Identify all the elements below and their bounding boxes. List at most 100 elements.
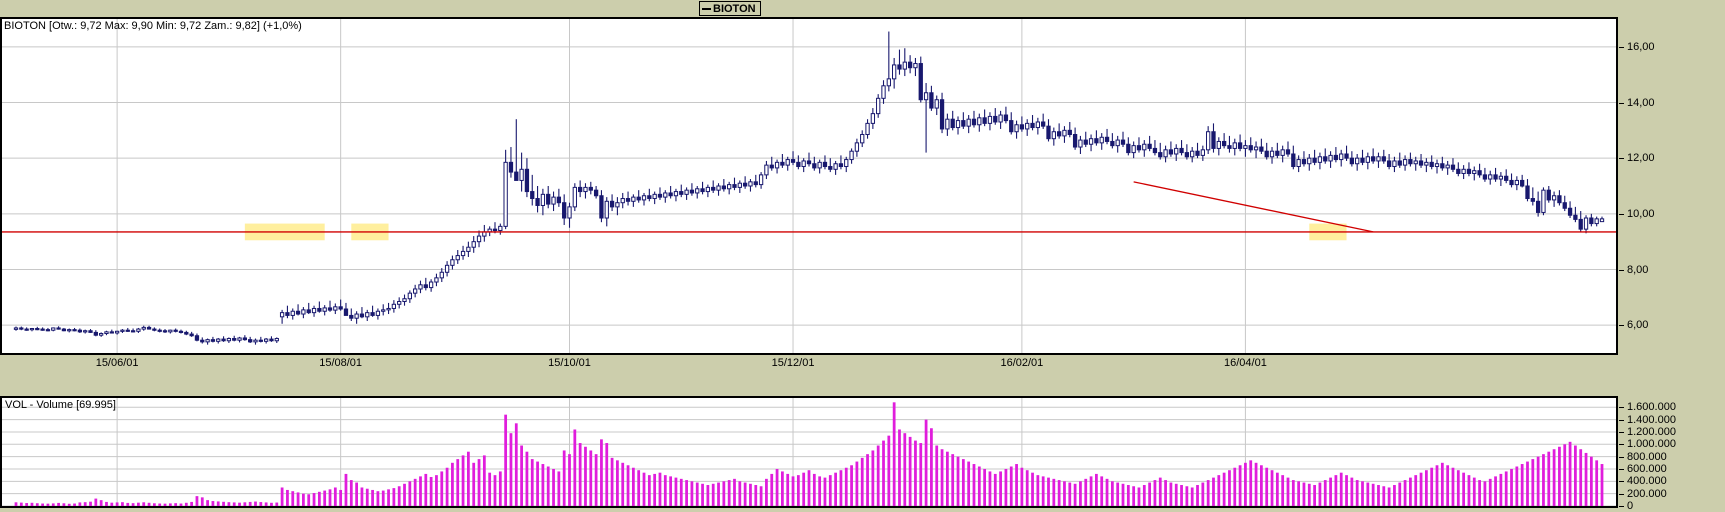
candle-body — [1392, 160, 1397, 168]
volume-bar — [1297, 481, 1301, 506]
volume-bar — [1499, 473, 1503, 506]
candle-body — [418, 284, 423, 290]
volume-bar — [781, 471, 784, 506]
volume-bar — [1142, 485, 1146, 506]
price-info-line: BIOTON [Otw.: 9,72 Max: 9,90 Min: 9,72 Z… — [4, 20, 302, 32]
candle-body — [279, 312, 285, 318]
price-y-tick: 10,00 — [1618, 208, 1655, 220]
candle-body — [929, 92, 934, 109]
volume-bar — [190, 501, 194, 506]
candle-body — [1285, 149, 1291, 155]
candle-body — [1211, 131, 1216, 149]
candle-body — [1317, 156, 1323, 163]
candle-body — [67, 329, 72, 332]
candle-body — [1147, 143, 1152, 149]
volume-bar — [1121, 483, 1125, 506]
candle-body — [157, 329, 162, 332]
volume-bar — [1190, 487, 1194, 506]
volume-bar — [887, 435, 891, 506]
volume-bar — [493, 475, 497, 506]
volume-bar — [174, 503, 178, 506]
volume-bar — [1015, 464, 1018, 506]
volume-bar — [1345, 475, 1348, 506]
symbol-tab[interactable]: BIOTON — [699, 1, 761, 16]
candle-body — [476, 235, 482, 243]
volume-bar — [317, 491, 321, 506]
volume-bar — [445, 467, 449, 506]
volume-chart-panel[interactable]: VOL - Volume [69.995] — [0, 396, 1618, 508]
candle-body — [647, 195, 652, 200]
volume-bar — [142, 502, 146, 506]
candle-body — [146, 326, 152, 330]
volume-bar — [1036, 475, 1040, 506]
volume-bar — [653, 473, 657, 506]
candle-body — [1078, 139, 1083, 148]
volume-bar — [1579, 449, 1583, 506]
candle-body — [397, 301, 402, 305]
candle-body — [29, 328, 35, 331]
volume-bar — [1057, 480, 1061, 506]
volume-bar — [786, 473, 790, 506]
volume-bar — [743, 482, 747, 506]
volume-bar — [451, 462, 454, 506]
candle-body — [1589, 217, 1594, 225]
volume-bar — [168, 503, 172, 506]
price-chart-canvas[interactable] — [2, 19, 1616, 353]
volume-bar — [754, 485, 758, 506]
candle-body — [1259, 146, 1264, 152]
candle-body — [556, 196, 562, 204]
candle-body — [764, 164, 769, 176]
candle-body — [588, 186, 593, 191]
candle-body — [604, 200, 609, 219]
volume-bar — [163, 503, 167, 506]
volume-chart-canvas[interactable] — [2, 398, 1616, 506]
volume-bar — [227, 502, 231, 506]
candle-body — [1115, 139, 1120, 147]
x-axis: 15/06/01 15/08/01 15/10/01 15/12/01 16/02/01… — [0, 355, 1725, 396]
candle-body — [892, 64, 897, 80]
candle-body — [120, 329, 125, 332]
candle-body — [1200, 149, 1205, 156]
volume-bar — [1158, 477, 1162, 506]
volume-bar — [1089, 476, 1093, 506]
candle-body — [1397, 160, 1402, 166]
candle-body — [226, 338, 232, 342]
candle-body — [535, 198, 540, 206]
volume-bar — [216, 501, 220, 506]
volume-bar — [440, 471, 444, 506]
volume-bar — [983, 468, 987, 506]
candle-body — [375, 310, 381, 316]
volume-bar — [349, 480, 353, 506]
volume-bar — [302, 493, 305, 506]
volume-y-axis: 1.600.000 1.400.000 1.200.000 1.000.000 800.… — [1618, 396, 1725, 512]
candle-body — [897, 64, 902, 70]
volume-bar — [392, 488, 396, 506]
candle-body — [130, 330, 136, 333]
volume-bar — [1515, 466, 1519, 506]
volume-bar — [195, 496, 199, 506]
candle-body — [1227, 145, 1232, 149]
volume-bar — [1334, 475, 1338, 506]
volume-bar — [1440, 462, 1444, 506]
x-axis-tick: 15/08/01 — [319, 357, 363, 369]
price-chart-panel[interactable]: BIOTON [Otw.: 9,72 Max: 9,90 Min: 9,72 Z… — [0, 17, 1618, 355]
x-axis-tick: 15/12/01 — [771, 357, 815, 369]
candle-body — [546, 193, 551, 205]
candle-body — [1221, 140, 1227, 147]
volume-bar — [62, 503, 66, 506]
candle-body — [737, 182, 742, 188]
candle-body — [1206, 131, 1211, 151]
candle-body — [727, 184, 732, 190]
volume-bar — [381, 490, 385, 506]
candle-body — [780, 161, 785, 166]
volume-bar — [967, 461, 971, 506]
x-axis-tick: 16/02/01 — [1000, 357, 1044, 369]
candle-body — [317, 307, 322, 312]
volume-bar — [1116, 482, 1120, 506]
candle-body — [327, 307, 333, 311]
candle-body — [1312, 157, 1317, 163]
volume-bar — [94, 498, 98, 506]
volume-y-tick: 800.000 — [1618, 451, 1667, 463]
candle-body — [450, 259, 455, 266]
volume-bar — [679, 478, 683, 506]
